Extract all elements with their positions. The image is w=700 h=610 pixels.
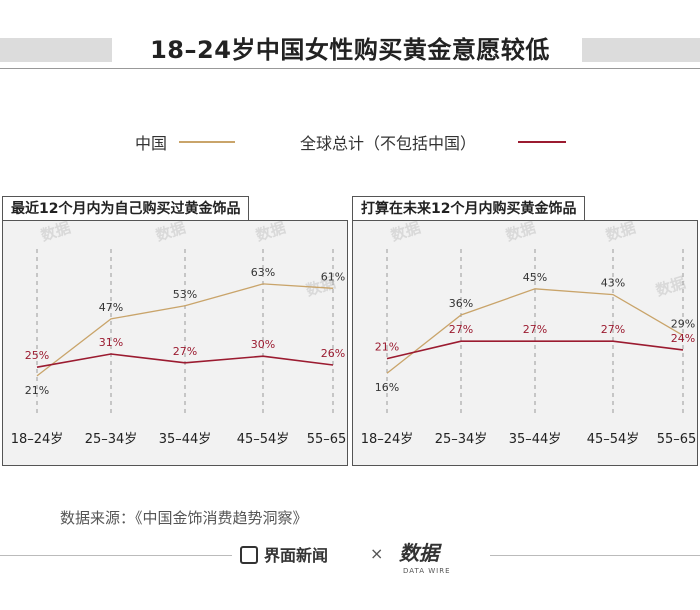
title-band [0, 30, 700, 70]
data-label-global-1: 27% [449, 323, 473, 336]
panel-title-2: 打算在未来12个月内购买黄金饰品 [352, 196, 586, 220]
x-tick-label-4: 55–65岁 [307, 432, 347, 447]
legend-label-china: 中国 [135, 134, 168, 153]
series-line-1 [386, 340, 684, 360]
chart-1: 数据数据数据数据18–24岁25–34岁35–44岁45–54岁55–65岁21… [11, 218, 360, 447]
brand-jiemian-label: 界面新闻 [264, 546, 329, 565]
watermark-2: 数据 [254, 221, 288, 245]
data-label-global-0: 25% [25, 349, 49, 362]
watermark-0: 数据 [39, 221, 73, 245]
data-label-china-3: 63% [251, 266, 275, 279]
source-note: 数据来源：《中国金饰消费趋势洞察》 [60, 509, 308, 527]
legend-label-global: 全球总计（不包括中国） [300, 134, 477, 153]
datawire-logo: 数据 DATA WIRE [399, 541, 451, 575]
x-tick-label-2: 35–44岁 [159, 432, 212, 447]
chart-2: 数据数据数据数据18–24岁25–34岁35–44岁45–54岁55–65岁16… [361, 218, 700, 447]
x-tick-label-3: 45–54岁 [587, 432, 640, 447]
data-label-china-1: 47% [99, 301, 123, 314]
data-label-global-4: 24% [671, 332, 695, 345]
x-tick-label-4: 55–65岁 [657, 432, 697, 447]
data-label-global-4: 26% [321, 347, 345, 360]
data-label-china-2: 53% [173, 288, 197, 301]
data-label-global-2: 27% [173, 345, 197, 358]
page-title: 18–24岁中国女性购买黄金意愿较低 [150, 36, 550, 64]
watermark-1: 数据 [504, 221, 538, 245]
footer: 界面新闻 × 数据 DATA WIRE [0, 540, 700, 575]
x-tick-label-2: 35–44岁 [509, 432, 562, 447]
x-tick-label-3: 45–54岁 [237, 432, 290, 447]
watermark-1: 数据 [154, 221, 188, 245]
series-line-0 [386, 288, 684, 374]
footer-rule-left [0, 555, 232, 556]
series-line-0 [36, 283, 334, 377]
data-label-china-0: 16% [375, 381, 399, 394]
data-label-china-3: 43% [601, 277, 625, 290]
datawire-logo-text: 数据 [399, 541, 442, 565]
x-tick-label-1: 25–34岁 [85, 432, 138, 447]
data-label-china-0: 21% [25, 384, 49, 397]
chart-panel-1: 数据数据数据数据18–24岁25–34岁35–44岁45–54岁55–65岁21… [2, 218, 360, 466]
data-label-global-3: 30% [251, 338, 275, 351]
panel-title-1: 最近12个月内为自己购买过黄金饰品 [2, 196, 250, 220]
x-tick-label-1: 25–34岁 [435, 432, 488, 447]
data-label-china-4: 29% [671, 317, 695, 330]
x-tick-label-0: 18–24岁 [11, 432, 64, 447]
series-line-1 [36, 353, 334, 368]
data-label-global-2: 27% [523, 323, 547, 336]
watermark-0: 数据 [389, 221, 423, 245]
datawire-logo-sub: DATA WIRE [403, 567, 451, 575]
legend-swatch-global [518, 141, 566, 143]
jiemian-logo-icon [240, 545, 258, 564]
data-label-global-1: 31% [99, 336, 123, 349]
data-label-china-4: 61% [321, 270, 345, 283]
legend-item-china: 中国 [135, 130, 235, 154]
watermark-2: 数据 [604, 221, 638, 245]
data-label-global-0: 21% [375, 341, 399, 354]
brand-separator: × [370, 544, 384, 563]
watermark-3: 数据 [654, 273, 688, 299]
x-tick-label-0: 18–24岁 [361, 432, 414, 447]
data-label-china-1: 36% [449, 297, 473, 310]
data-label-global-3: 27% [601, 323, 625, 336]
title-decor-left [0, 38, 112, 62]
chart-panel-2: 数据数据数据数据18–24岁25–34岁35–44岁45–54岁55–65岁16… [352, 218, 700, 466]
data-label-china-2: 45% [523, 271, 547, 284]
legend-swatch-china [179, 141, 235, 143]
title-decor-right [582, 38, 700, 62]
footer-rule-right [490, 555, 700, 556]
title-rule [0, 68, 700, 69]
legend-item-global: 全球总计（不包括中国） [300, 130, 566, 154]
brand-jiemian: 界面新闻 [240, 542, 328, 570]
